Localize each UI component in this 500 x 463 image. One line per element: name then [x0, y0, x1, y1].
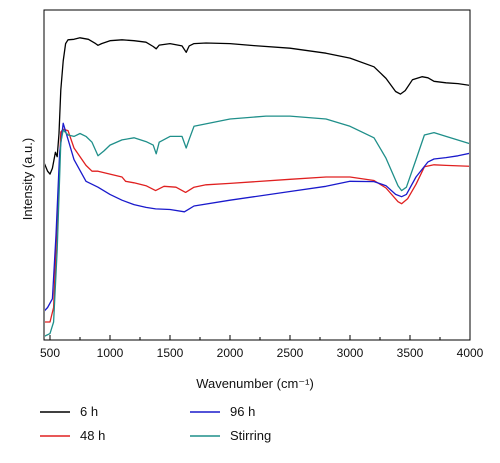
- x-axis-ticks: 500 1000 1500 2000 2500 3000 3500 4000: [40, 335, 484, 360]
- legend-label-stirring: Stirring: [230, 428, 271, 443]
- series-line-stirring: [45, 115, 469, 337]
- plot-border: [43, 9, 471, 341]
- x-tick-label: 1000: [97, 346, 124, 360]
- x-tick-label: 4000: [457, 346, 484, 360]
- legend-label-6-h: 6 h: [80, 404, 98, 419]
- x-tick-label: 3500: [397, 346, 424, 360]
- legend: 6 h 48 h 96 h Stirring: [40, 404, 271, 443]
- series-line-96-h: [45, 122, 469, 312]
- series-lines: [45, 37, 469, 337]
- series-line-48-h: [45, 128, 469, 323]
- legend-label-96-h: 96 h: [230, 404, 255, 419]
- x-axis-label: Wavenumber (cm⁻¹): [196, 376, 314, 391]
- series-line-6-h: [45, 37, 469, 175]
- x-tick-label: 2000: [217, 346, 244, 360]
- x-tick-label: 1500: [157, 346, 184, 360]
- y-axis-label: Intensity (a.u.): [20, 138, 35, 220]
- plot-frame: [43, 9, 471, 341]
- legend-label-48-h: 48 h: [80, 428, 105, 443]
- x-tick-label: 3000: [337, 346, 364, 360]
- x-tick-label: 500: [40, 346, 60, 360]
- x-tick-label: 2500: [277, 346, 304, 360]
